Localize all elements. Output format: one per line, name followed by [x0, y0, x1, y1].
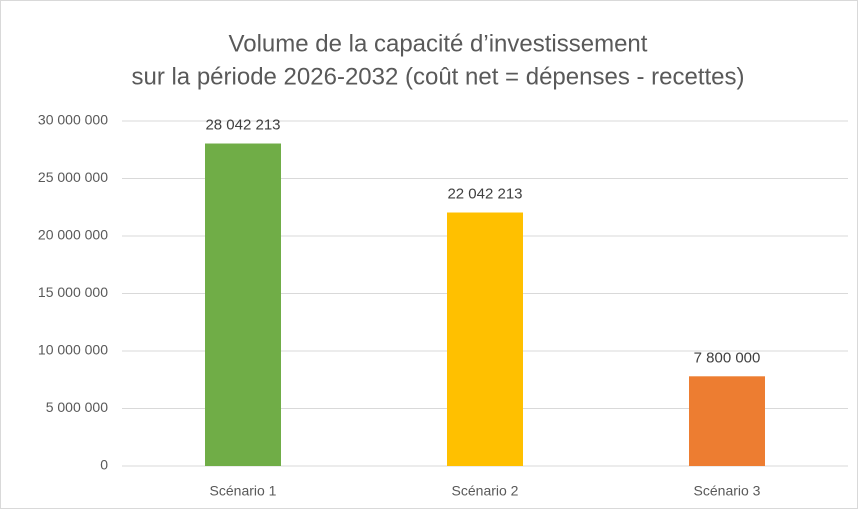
y-tick-label: 0	[100, 457, 108, 473]
y-tick-label: 15 000 000	[38, 284, 108, 300]
bar	[205, 143, 281, 466]
bar	[689, 376, 765, 466]
data-label: 7 800 000	[694, 349, 761, 366]
data-label: 22 042 213	[447, 185, 522, 202]
chart-title: Volume de la capacité d’investissement	[229, 30, 648, 57]
data-label: 28 042 213	[205, 116, 280, 133]
y-tick-label: 20 000 000	[38, 227, 108, 243]
y-tick-label: 5 000 000	[46, 399, 108, 415]
x-tick-label: Scénario 3	[694, 483, 761, 499]
y-tick-label: 25 000 000	[38, 169, 108, 185]
y-tick-label: 30 000 000	[38, 112, 108, 128]
chart-title: sur la période 2026-2032 (coût net = dép…	[131, 63, 744, 90]
x-tick-label: Scénario 2	[452, 483, 519, 499]
x-tick-label: Scénario 1	[210, 483, 277, 499]
bar	[447, 212, 523, 466]
y-tick-label: 10 000 000	[38, 342, 108, 358]
